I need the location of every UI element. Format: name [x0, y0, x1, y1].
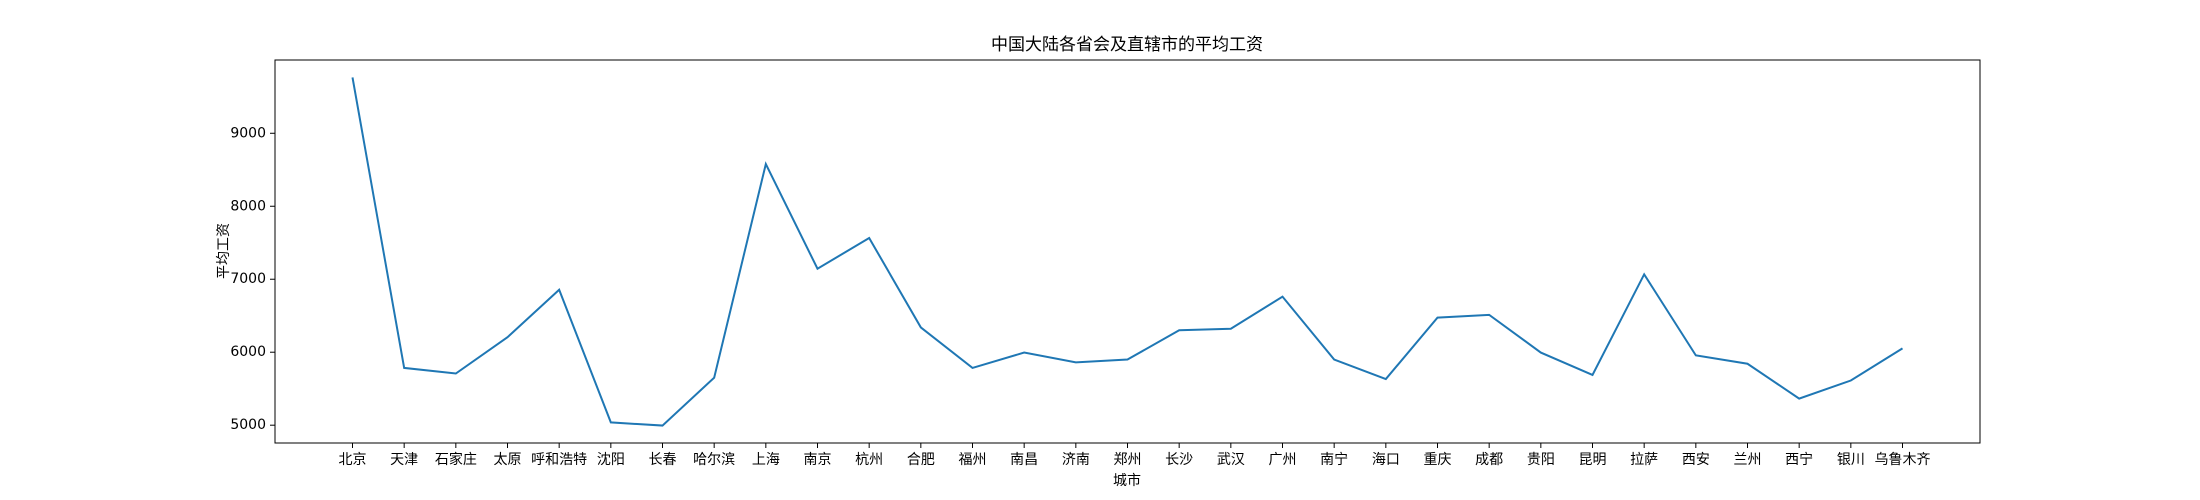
x-tick-label: 重庆: [1424, 452, 1452, 468]
chart-title: 中国大陆各省会及直辖市的平均工资: [991, 35, 1263, 55]
x-tick-label: 广州: [1269, 452, 1297, 468]
x-tick-label: 北京: [339, 452, 367, 468]
x-tick-label: 杭州: [855, 452, 883, 468]
y-tick-label: 9000: [230, 125, 266, 141]
x-tick-label: 济南: [1062, 452, 1090, 468]
x-tick-label: 上海: [752, 452, 780, 468]
x-tick-label: 呼和浩特: [531, 452, 587, 468]
x-tick-label: 合肥: [907, 452, 935, 468]
y-tick-label: 8000: [230, 198, 266, 214]
x-tick-label: 石家庄: [435, 451, 477, 468]
x-tick-label: 武汉: [1217, 452, 1245, 468]
line: [351, 77, 1904, 427]
y-tick-label: 5000: [230, 417, 266, 433]
x-tick-label: 银川: [1837, 452, 1865, 468]
y-axis-label: 平均工资: [216, 223, 232, 279]
x-tick-label: 南昌: [1010, 452, 1038, 468]
x-tick-label: 成都: [1475, 452, 1503, 468]
x-tick-label: 贵阳: [1527, 452, 1555, 468]
x-tick-label: 拉萨: [1630, 452, 1658, 468]
x-tick-label: 太原: [494, 452, 522, 468]
y-tick-label: 7000: [230, 271, 266, 287]
x-tick-label: 沈阳: [597, 452, 625, 468]
x-axis-label: 城市: [1113, 472, 1141, 489]
x-tick-label: 昆明: [1579, 452, 1607, 468]
x-tick-label: 兰州: [1734, 452, 1762, 468]
x-tick-label: 西安: [1682, 452, 1710, 468]
x-tick-label: 乌鲁木齐: [1875, 452, 1931, 468]
x-tick-label: 长沙: [1165, 452, 1193, 468]
x-tick-label: 哈尔滨: [693, 452, 735, 468]
x-tick-label: 长春: [649, 452, 677, 468]
x-tick-label: 郑州: [1114, 452, 1142, 468]
x-tick-label: 南宁: [1320, 451, 1348, 468]
x-tick-label: 天津: [390, 452, 418, 468]
x-tick-label: 福州: [959, 452, 987, 468]
y-tick-label: 6000: [230, 344, 266, 360]
x-tick-label: 海口: [1372, 452, 1400, 468]
x-tick-label: 西宁: [1785, 451, 1813, 468]
x-tick-label: 南京: [804, 452, 832, 468]
plot-frame: [274, 59, 1981, 444]
